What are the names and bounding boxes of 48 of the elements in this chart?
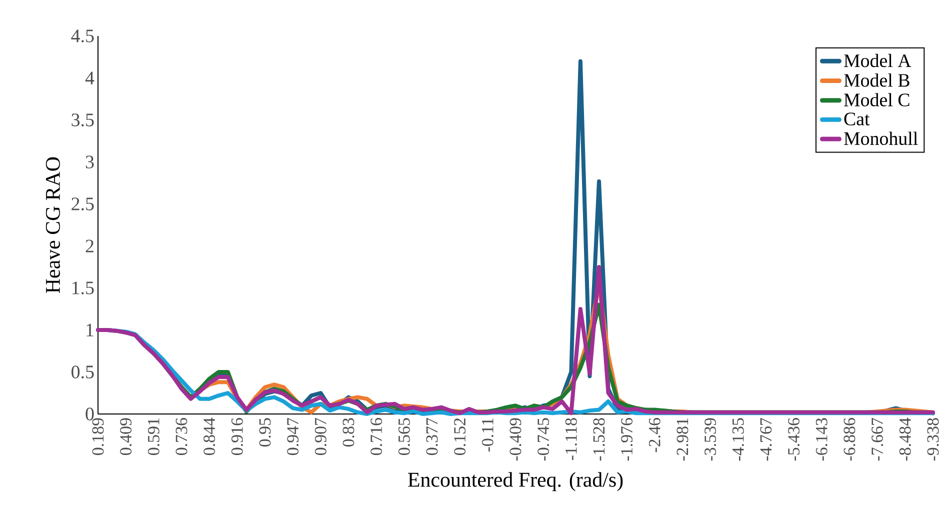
y-tick-label: 4.5 (71, 30, 94, 42)
legend-label: Model A (844, 54, 912, 68)
y-tick-label: 3 (86, 156, 94, 168)
x-tick-label: -0.11 (482, 418, 494, 452)
x-tick-label: -0.409 (510, 418, 522, 461)
y-tick-label: 1 (86, 324, 94, 336)
x-tick-label: 0.152 (454, 418, 466, 455)
y-tick-label: 4 (85, 72, 94, 84)
y-axis-title: Heave CG RAO (46, 157, 60, 293)
legend-label: Model B (844, 73, 910, 87)
legend-label: Cat (844, 112, 870, 126)
y-tick-label: 1.5 (72, 282, 94, 294)
x-tick-label: 0.409 (120, 418, 132, 455)
x-tick-label: 0.736 (176, 418, 188, 455)
x-tick-label: -9.338 (927, 418, 939, 461)
x-tick-label: 0.916 (231, 418, 243, 455)
x-tick-label: 0.377 (426, 418, 438, 455)
x-tick-label: -7.667 (872, 418, 884, 461)
x-tick-label: -8.484 (899, 418, 911, 461)
x-tick-label: 0.95 (259, 418, 271, 447)
x-tick-label: -2.46 (648, 418, 660, 452)
x-tick-label: -1.118 (565, 418, 577, 460)
x-tick-label: -1.528 (593, 418, 605, 461)
y-tick-label: 2 (86, 240, 94, 252)
x-tick-label: 0.907 (314, 418, 326, 455)
x-tick-label: 0.565 (398, 418, 410, 455)
y-tick-label: 0.5 (72, 366, 94, 378)
x-tick-label: 0.716 (370, 418, 382, 455)
x-tick-label: 0.947 (287, 418, 299, 455)
x-tick-label: 0.83 (342, 418, 354, 447)
x-tick-label: 0.591 (148, 418, 160, 455)
x-tick-label: -4.135 (732, 418, 744, 461)
x-tick-label: 0.189 (92, 418, 104, 455)
x-tick-label: -4.767 (760, 418, 772, 461)
x-tick-label: 0.844 (204, 418, 216, 455)
x-tick-label: -6.886 (844, 418, 856, 461)
legend-label: Monohull (844, 132, 918, 146)
x-tick-label: -5.436 (788, 418, 800, 461)
y-tick-label: 3.5 (72, 114, 94, 126)
x-axis-title: Encountered Freq. (rad/s) (408, 472, 623, 492)
legend-label: Model C (844, 93, 910, 106)
y-tick-label: 0 (86, 408, 94, 420)
x-tick-label: -3.539 (704, 418, 716, 461)
y-tick-label: 2.5 (72, 198, 94, 210)
x-tick-label: -1.976 (621, 418, 633, 461)
x-tick-label: -6.143 (816, 418, 828, 461)
x-tick-label: -2.981 (676, 418, 688, 461)
x-tick-label: -0.745 (538, 418, 550, 461)
